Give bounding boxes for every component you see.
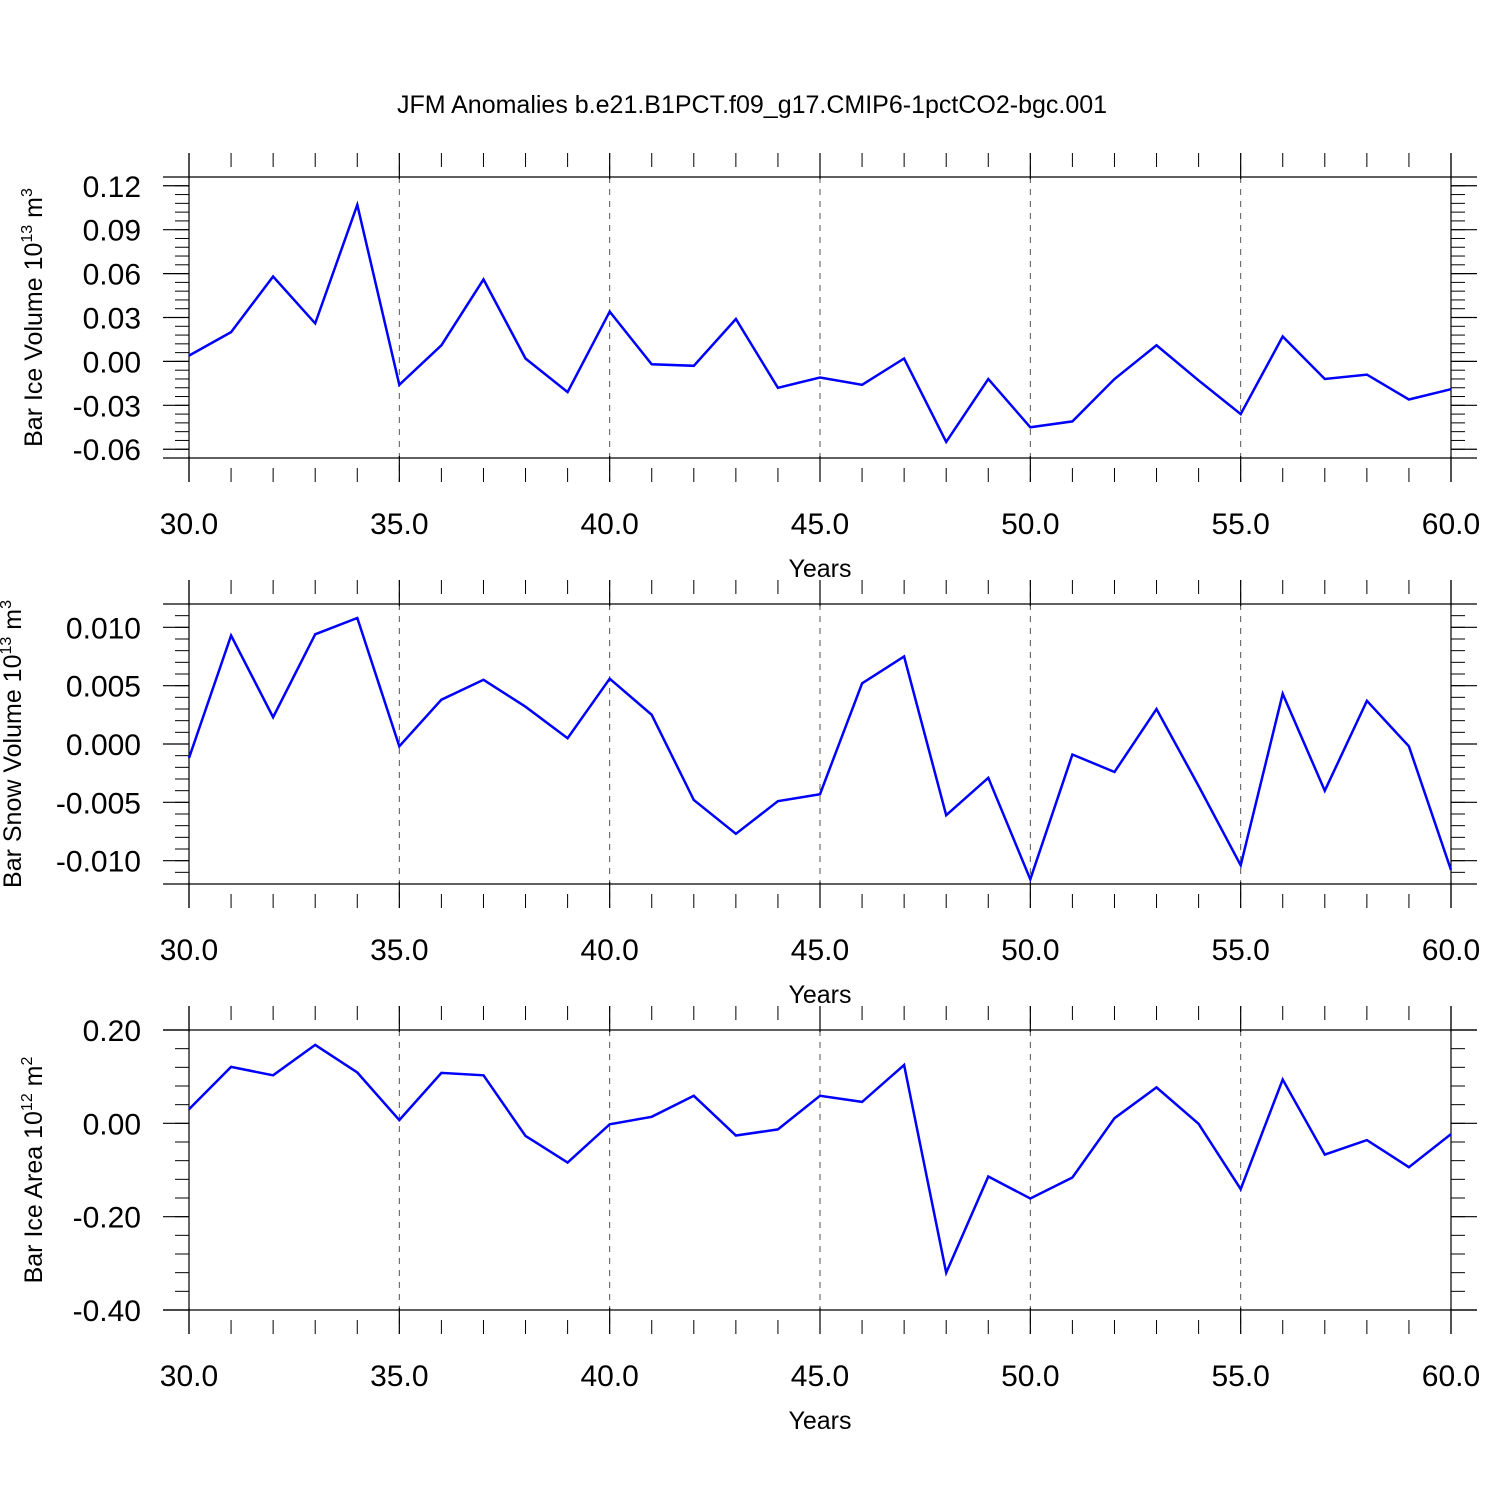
y-tick-label: 0.06 xyxy=(83,259,141,292)
y-axis-label: Bar Snow Volume 1013 m3 xyxy=(0,600,27,888)
figure-title: JFM Anomalies b.e21.B1PCT.f09_g17.CMIP6-… xyxy=(397,91,1107,119)
x-tick-label: 30.0 xyxy=(160,934,218,967)
y-tick-label: 0.12 xyxy=(83,171,141,204)
y-tick-label: -0.40 xyxy=(73,1295,141,1328)
y-tick-label: 0.000 xyxy=(66,729,141,762)
x-tick-label: 50.0 xyxy=(1001,1360,1059,1393)
y-tick-label: 0.20 xyxy=(83,1015,141,1048)
x-tick-label: 45.0 xyxy=(791,934,849,967)
y-axis-label: Bar Ice Volume 1013 m3 xyxy=(19,188,48,447)
y-tick-label: -0.005 xyxy=(56,787,141,820)
y-tick-label: 0.00 xyxy=(83,1108,141,1141)
panels: -0.06 -0.03 0.00 0.03 0.06 0.09 0.12 30.0 35.0 40… xyxy=(0,153,1480,1435)
y-tick-label: 0.00 xyxy=(83,346,141,379)
x-tick-label: 55.0 xyxy=(1211,1360,1269,1393)
chart-panel-3: -0.40 -0.20 0.00 0.20 30.0 35.0 40.0 45.0 50.0 55… xyxy=(19,1006,1480,1435)
chart-panel-1: -0.06 -0.03 0.00 0.03 0.06 0.09 0.12 30.0 35.0 40… xyxy=(19,153,1480,583)
chart-panel-2: -0.010 -0.005 0.000 0.005 0.010 30.0 35.0 40.0 4… xyxy=(0,580,1480,1009)
x-axis-label: Years xyxy=(788,981,851,1009)
x-tick-label: 45.0 xyxy=(791,508,849,541)
x-tick-label: 35.0 xyxy=(370,934,428,967)
x-tick-label: 40.0 xyxy=(580,508,638,541)
y-tick-label: 0.09 xyxy=(83,215,141,248)
x-tick-label: 50.0 xyxy=(1001,508,1059,541)
x-tick-label: 35.0 xyxy=(370,1360,428,1393)
x-tick-label: 55.0 xyxy=(1211,508,1269,541)
x-tick-label: 60.0 xyxy=(1422,934,1480,967)
x-axis-label: Years xyxy=(788,555,851,583)
x-axis-label: Years xyxy=(788,1407,851,1435)
x-tick-label: 40.0 xyxy=(580,1360,638,1393)
x-tick-label: 40.0 xyxy=(580,934,638,967)
y-tick-label: 0.010 xyxy=(66,612,141,645)
y-tick-label: -0.20 xyxy=(73,1202,141,1235)
x-tick-label: 30.0 xyxy=(160,508,218,541)
x-tick-label: 50.0 xyxy=(1001,934,1059,967)
x-tick-label: 60.0 xyxy=(1422,1360,1480,1393)
y-tick-label: 0.005 xyxy=(66,671,141,704)
y-tick-label: -0.03 xyxy=(73,390,141,423)
y-tick-label: 0.03 xyxy=(83,303,141,336)
y-tick-label: -0.010 xyxy=(56,846,141,879)
x-tick-label: 55.0 xyxy=(1211,934,1269,967)
x-tick-label: 60.0 xyxy=(1422,508,1480,541)
y-tick-label: -0.06 xyxy=(73,434,141,467)
x-tick-label: 30.0 xyxy=(160,1360,218,1393)
y-axis-label: Bar Ice Area 1012 m2 xyxy=(19,1057,48,1284)
x-tick-label: 45.0 xyxy=(791,1360,849,1393)
x-tick-label: 35.0 xyxy=(370,508,428,541)
